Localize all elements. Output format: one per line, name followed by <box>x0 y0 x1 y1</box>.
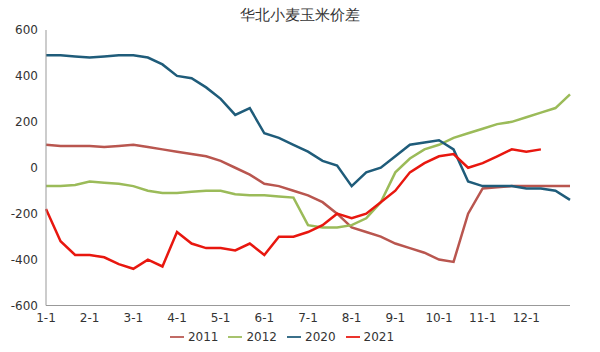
svg-text:400: 400 <box>15 69 38 83</box>
svg-text:6-1: 6-1 <box>255 311 275 325</box>
svg-text:5-1: 5-1 <box>211 311 231 325</box>
svg-text:1-1: 1-1 <box>36 311 56 325</box>
html-text:2020: 2020 <box>305 329 336 344</box>
svg-text:12-1: 12-1 <box>513 311 540 325</box>
svg-text:-600: -600 <box>11 299 38 313</box>
svg-text:-200: -200 <box>11 207 38 221</box>
svg-text:8-1: 8-1 <box>342 311 362 325</box>
svg-text:3-1: 3-1 <box>124 311 144 325</box>
svg-text:9-1: 9-1 <box>386 311 406 325</box>
svg-text:2-1: 2-1 <box>80 311 100 325</box>
svg-text:0: 0 <box>30 161 38 175</box>
html-text:2011: 2011 <box>187 329 219 344</box>
svg-text:200: 200 <box>15 115 38 129</box>
svg-text:7-1: 7-1 <box>298 311 318 325</box>
html-text:2012: 2012 <box>246 329 277 344</box>
html-text:2021: 2021 <box>363 329 395 344</box>
svg-text:11-1: 11-1 <box>469 311 496 325</box>
html-text:华北小麦玉米价差: 华北小麦玉米价差 <box>240 6 360 24</box>
svg-text:4-1: 4-1 <box>167 311 187 325</box>
svg-text:600: 600 <box>15 23 38 37</box>
svg-text:10-1: 10-1 <box>425 311 452 325</box>
svg-text:-400: -400 <box>11 253 38 267</box>
